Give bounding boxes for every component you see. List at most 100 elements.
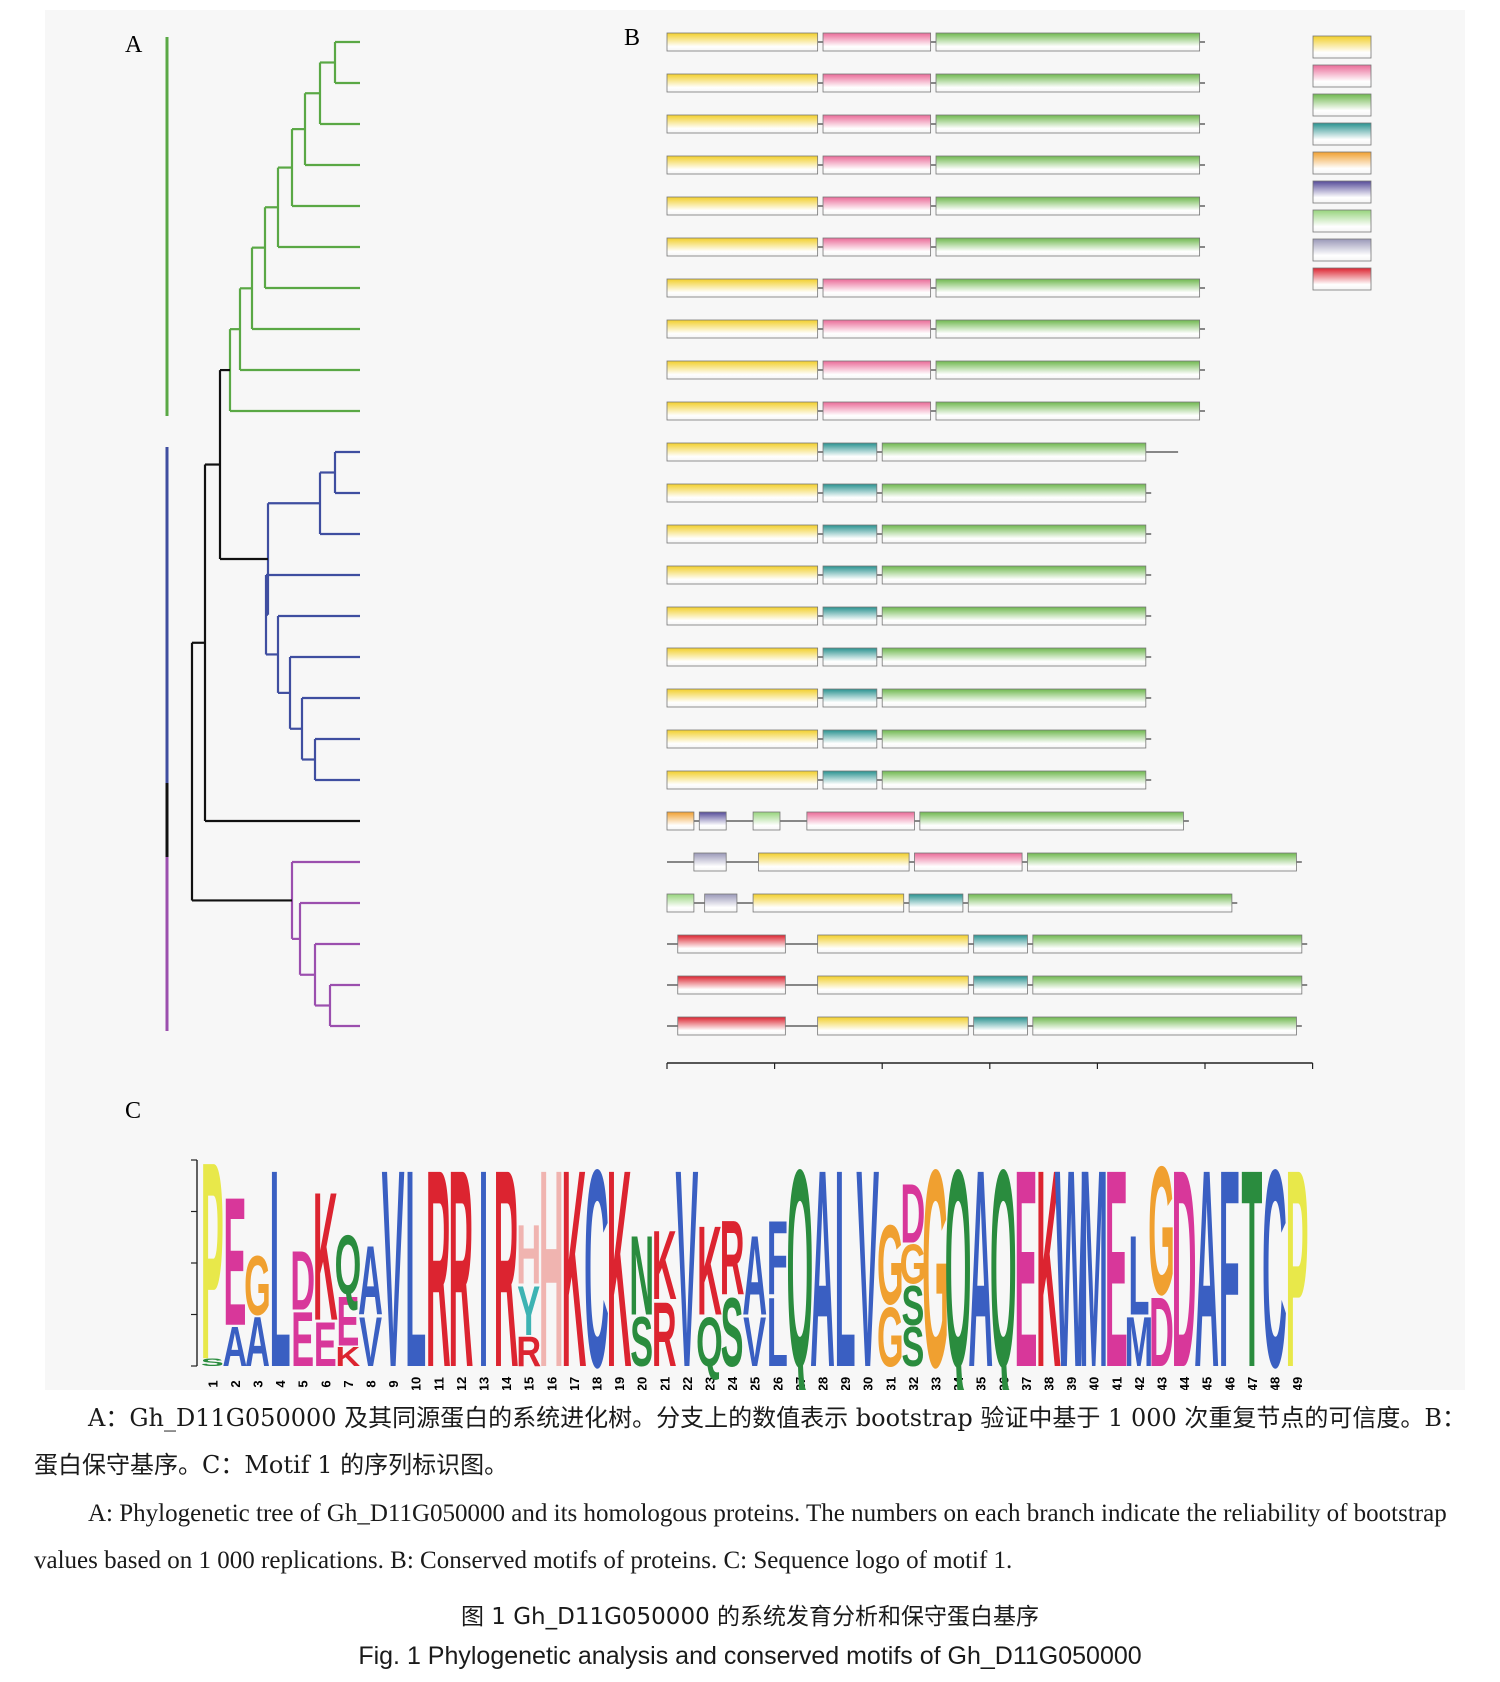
motif-box — [666, 196, 819, 216]
logo-letter: R — [652, 1283, 677, 1386]
motif-box — [666, 360, 819, 380]
legend-swatch — [1312, 122, 1372, 146]
logo-letter: E — [1105, 1110, 1128, 1390]
logo-letter: A — [245, 1302, 270, 1381]
logo-letter: A — [358, 1225, 383, 1336]
logo-letter: D — [1172, 1110, 1197, 1390]
motif-box — [822, 237, 932, 257]
logo-position-number: 28 — [816, 1377, 831, 1390]
logo-letter: S — [630, 1302, 653, 1381]
logo-letter: R — [720, 1198, 745, 1316]
logo-letter: H — [516, 1208, 541, 1302]
motif-box — [881, 524, 1147, 544]
logo-letter: S — [901, 1315, 924, 1378]
motif-box — [822, 647, 878, 667]
logo-letter: A — [810, 1110, 835, 1390]
motif-box — [935, 360, 1201, 380]
logo-letter: Q — [990, 1110, 1017, 1390]
motif-box — [967, 893, 1233, 913]
caption-english: A: Phylogenetic tree of Gh_D11G050000 an… — [34, 1490, 1474, 1584]
motif-box — [822, 483, 878, 503]
logo-letter: K — [562, 1110, 587, 1390]
logo-letter: L — [1128, 1213, 1149, 1339]
logo-letter: Q — [696, 1302, 723, 1381]
caption-cn-text: A：Gh_D11G050000 及其同源蛋白的系统进化树。分支上的数值表示 bo… — [34, 1404, 1467, 1479]
logo-letter: A — [223, 1315, 248, 1378]
logo-position-number: 20 — [635, 1377, 650, 1390]
panel-b-conserved-motifs: B — [624, 25, 1372, 1069]
logo-position-number: 45 — [1200, 1377, 1215, 1390]
caption-chinese: A：Gh_D11G050000 及其同源蛋白的系统进化树。分支上的数值表示 bo… — [34, 1395, 1474, 1489]
logo-position-number: 35 — [974, 1377, 989, 1390]
logo-position-number: 41 — [1109, 1377, 1124, 1390]
motif-box — [822, 196, 932, 216]
motif-box — [881, 729, 1147, 749]
logo-position-number: 3 — [251, 1380, 266, 1387]
motif-box — [935, 196, 1201, 216]
logo-position-number: 10 — [409, 1377, 424, 1390]
motif-box — [935, 278, 1201, 298]
motif-box — [1032, 975, 1303, 995]
logo-letter: V — [856, 1110, 879, 1390]
motif-box — [822, 401, 932, 421]
logo-position-number: 32 — [906, 1377, 921, 1390]
logo-position-number: 44 — [1177, 1376, 1192, 1390]
legend-swatch — [1312, 35, 1372, 59]
logo-position-number: 40 — [1087, 1377, 1102, 1390]
motif-box — [935, 32, 1201, 52]
motif-box — [822, 606, 878, 626]
logo-letter: R — [516, 1329, 541, 1376]
logo-position-number: 11 — [431, 1377, 446, 1390]
logo-position-number: 23 — [703, 1377, 718, 1390]
motif-box — [881, 606, 1147, 626]
logo-position-number: 49 — [1290, 1377, 1305, 1390]
logo-letter: K — [313, 1154, 338, 1358]
logo-letter: L — [835, 1110, 856, 1390]
logo-letter: G — [877, 1203, 904, 1329]
logo-position-number: 19 — [612, 1377, 627, 1390]
motif-box — [758, 852, 910, 872]
logo-letter: D — [1149, 1276, 1174, 1387]
logo-position-number: 17 — [567, 1377, 582, 1390]
motif-box — [881, 647, 1147, 667]
logo-letter: A — [1194, 1110, 1219, 1390]
logo-position-number: 5 — [296, 1380, 311, 1387]
logo-position-number: 4 — [273, 1380, 288, 1388]
motif-box — [1032, 1016, 1297, 1036]
legend-swatch — [1312, 151, 1372, 175]
logo-position-number: 26 — [770, 1377, 785, 1390]
motif-box — [817, 934, 969, 954]
motif-box — [935, 114, 1201, 134]
logo-letter: E — [336, 1282, 359, 1361]
motif-box — [666, 401, 819, 421]
logo-letter: F — [1219, 1110, 1240, 1390]
motif-box — [919, 811, 1184, 831]
logo-position-number: 31 — [883, 1377, 898, 1390]
motif-box — [693, 852, 727, 872]
logo-letter: K — [336, 1341, 361, 1372]
motif-box — [666, 442, 819, 462]
logo-position-number: 34 — [951, 1376, 966, 1390]
panel-b-label: B — [624, 25, 640, 51]
logo-position-number: 37 — [1019, 1377, 1034, 1390]
motif-box — [666, 729, 819, 749]
motif-box — [666, 688, 819, 708]
motif-box — [822, 73, 932, 93]
figure-title-chinese: 图 1 Gh_D11G050000 的系统发育分析和保守蛋白基序 — [460, 1604, 1040, 1630]
logo-letter: Q — [335, 1218, 362, 1312]
logo-position-number: 25 — [748, 1377, 763, 1390]
logo-letter: Q — [945, 1110, 972, 1390]
motif-box — [666, 770, 819, 790]
logo-letter: K — [652, 1210, 677, 1321]
logo-letter: E — [291, 1296, 314, 1383]
logo-letter: T — [1241, 1110, 1262, 1390]
motif-box — [822, 114, 932, 134]
logo-letter: P — [1286, 1110, 1309, 1390]
logo-position-number: 38 — [1042, 1377, 1057, 1390]
logo-letter: H — [539, 1110, 564, 1390]
logo-position-number: 24 — [725, 1376, 740, 1390]
logo-position-number: 21 — [657, 1377, 672, 1390]
motif-box — [935, 401, 1201, 421]
